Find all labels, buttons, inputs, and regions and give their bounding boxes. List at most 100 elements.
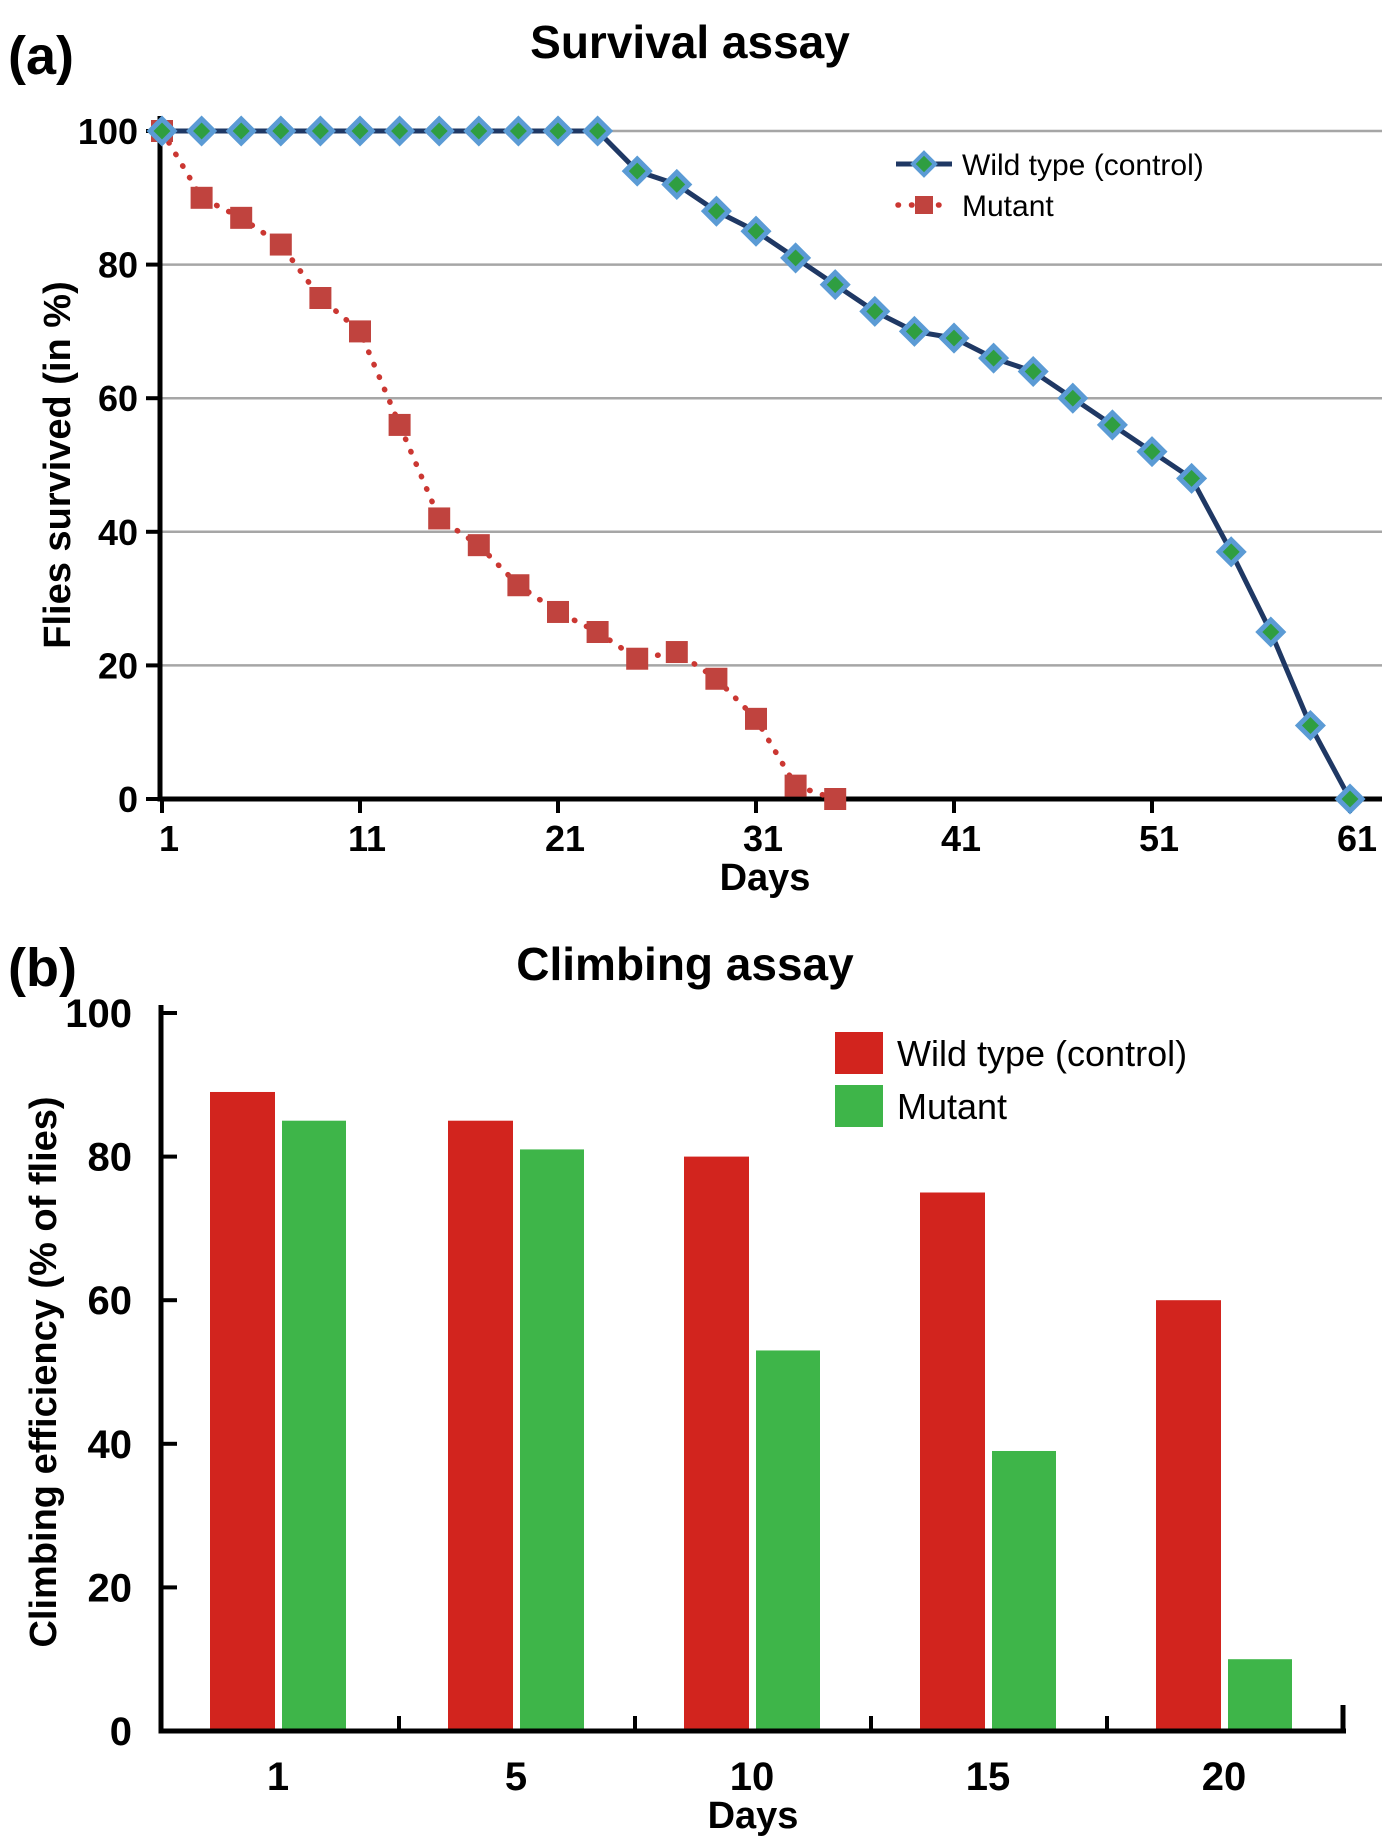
legend-wildtype-label: Wild type (control): [962, 149, 1204, 182]
wildtype-point: [1096, 409, 1128, 441]
mutant-point: [269, 233, 292, 256]
legend-wildtype-swatch: [835, 1032, 883, 1074]
legend-mutant-label: Mutant: [897, 1086, 1007, 1127]
bar-mutant: [756, 1350, 820, 1731]
mutant-point: [665, 641, 688, 664]
wildtype-point: [423, 115, 455, 147]
x-category-label: 10: [730, 1755, 775, 1799]
mutant-point: [547, 600, 569, 623]
panel-a-y-axis-title: Flies survived (in %): [37, 281, 79, 648]
legend-mutant-swatch: [835, 1085, 883, 1127]
mutant-point: [230, 206, 253, 229]
wildtype-point: [1215, 536, 1247, 568]
wildtype-point: [621, 155, 653, 187]
wildtype-point: [1136, 436, 1168, 468]
x-tick-label: 11: [348, 818, 386, 859]
legend-mutant-label: Mutant: [962, 190, 1054, 223]
bar-wildtype: [684, 1156, 749, 1731]
mutant-line: [159, 128, 838, 802]
mutant-point: [745, 707, 767, 730]
panel-a-title: Survival assay: [530, 16, 850, 68]
wildtype-point: [1334, 783, 1366, 815]
wildtype-point: [938, 322, 970, 354]
mutant-point: [626, 647, 649, 670]
wildtype-point: [542, 115, 574, 147]
x-category-label: 1: [267, 1755, 289, 1799]
panel-b-label: (b): [8, 938, 77, 998]
x-category-label: 20: [1202, 1755, 1247, 1799]
wildtype-point: [700, 195, 732, 227]
wildtype-point: [582, 115, 614, 147]
wildtype-point: [186, 115, 218, 147]
x-tick-label: 41: [941, 818, 981, 859]
bar-mutant: [520, 1149, 584, 1731]
wildtype-point: [344, 115, 376, 147]
wildtype-point: [1294, 709, 1326, 742]
wildtype-point: [1255, 616, 1287, 648]
y-tick-label: 100: [78, 111, 138, 152]
panel-b-bars: [210, 1091, 1292, 1731]
mutant-point: [190, 186, 213, 209]
wildtype-point: [225, 115, 257, 147]
wildtype-point: [740, 215, 772, 247]
legend-wildtype-label: Wild type (control): [897, 1033, 1187, 1074]
panel-b-title: Climbing assay: [516, 938, 854, 990]
wildtype-point: [304, 115, 336, 147]
wildtype-point: [661, 168, 693, 200]
panel-a-gridlines: [161, 129, 1382, 667]
bar-mutant: [282, 1120, 346, 1731]
x-tick-label: 21: [545, 818, 585, 859]
bar-mutant: [992, 1450, 1056, 1731]
panel-b-y-axis-title: Climbing efficiency (% of flies): [23, 1096, 65, 1647]
wildtype-point: [265, 115, 297, 147]
mutant-point: [388, 413, 411, 436]
wildtype-point: [463, 115, 495, 147]
y-tick-label: 40: [88, 1423, 133, 1467]
wildtype-point: [384, 115, 416, 147]
y-tick-label: 60: [98, 378, 138, 419]
panel-b-axes: [158, 1005, 1346, 1734]
legend-mutant-square-icon: [915, 196, 933, 214]
bar-wildtype: [448, 1120, 513, 1731]
y-tick-label: 100: [65, 992, 132, 1036]
bar-mutant: [1228, 1659, 1292, 1731]
y-tick-label: 20: [98, 645, 138, 686]
panel-a-series: [146, 115, 1366, 815]
wildtype-point: [146, 115, 178, 147]
mutant-point: [349, 320, 371, 343]
mutant-point: [428, 507, 451, 530]
panel-a-label: (a): [8, 26, 74, 86]
legend-wildtype-diamond-icon: [910, 150, 938, 178]
mutant-point: [309, 287, 332, 309]
wildtype-point: [780, 242, 812, 274]
wildtype-point: [978, 342, 1010, 374]
wildtype-point: [1017, 355, 1049, 388]
panel-a-x-axis-title: Days: [720, 857, 811, 899]
wildtype-point: [502, 115, 534, 147]
y-tick-label: 0: [110, 1710, 132, 1754]
mutant-point: [784, 774, 807, 797]
y-tick-label: 0: [118, 779, 138, 820]
y-tick-label: 60: [88, 1279, 133, 1323]
mutant-point: [467, 534, 490, 557]
y-tick-label: 40: [98, 512, 138, 553]
bar-wildtype: [920, 1192, 985, 1731]
bar-wildtype: [210, 1091, 275, 1731]
wildtype-point: [819, 269, 851, 301]
panel-b-x-axis-title: Days: [708, 1795, 799, 1836]
mutant-point: [586, 621, 609, 643]
bar-wildtype: [1156, 1300, 1221, 1731]
mutant-point: [507, 574, 530, 597]
y-tick-label: 80: [98, 245, 138, 286]
x-tick-label: 61: [1337, 818, 1377, 859]
wildtype-point: [1176, 462, 1208, 494]
x-tick-label: 1: [159, 818, 179, 859]
panel-a-legend: Wild type (control) Mutant: [895, 149, 1204, 223]
panel-b-legend: Wild type (control) Mutant: [835, 1032, 1187, 1127]
x-category-label: 15: [966, 1755, 1011, 1799]
x-tick-label: 51: [1139, 818, 1179, 859]
